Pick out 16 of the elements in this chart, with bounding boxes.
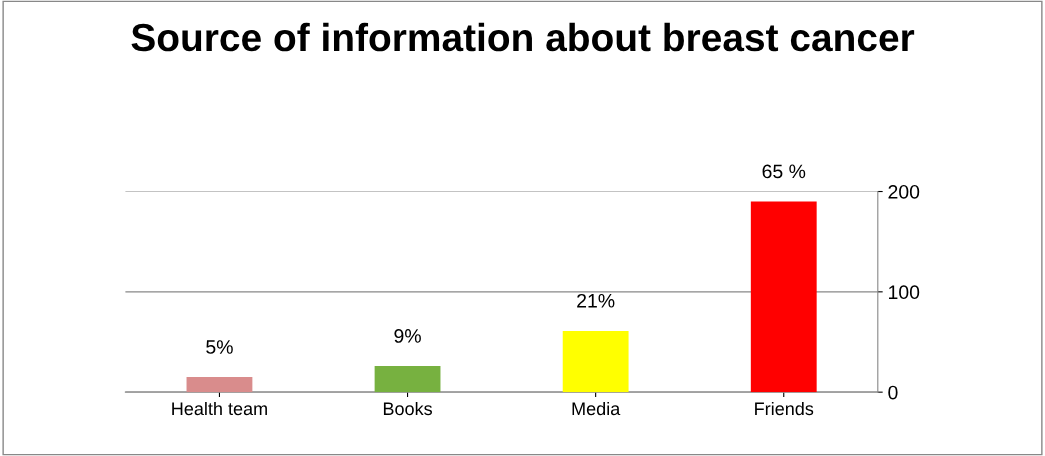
bar (562, 330, 629, 393)
bar (750, 201, 817, 393)
x-tick-label: Books (383, 401, 432, 416)
x-tick-label: Media (572, 401, 621, 416)
annotation: 65 % (762, 164, 806, 179)
annotation: 21% (577, 293, 615, 308)
bar (374, 366, 441, 393)
bar (186, 377, 253, 393)
y-tick-label: 200 (888, 184, 920, 199)
y-tick-label: 100 (889, 285, 920, 300)
x-tick-label: Friends (755, 401, 814, 416)
y-tick-label: 0 (888, 385, 898, 400)
chart-title: Source of information about breast cancer (131, 22, 915, 52)
x-tick-label: Health team (172, 401, 267, 416)
annotation: 9% (394, 329, 421, 343)
annotation: 5% (206, 340, 233, 354)
